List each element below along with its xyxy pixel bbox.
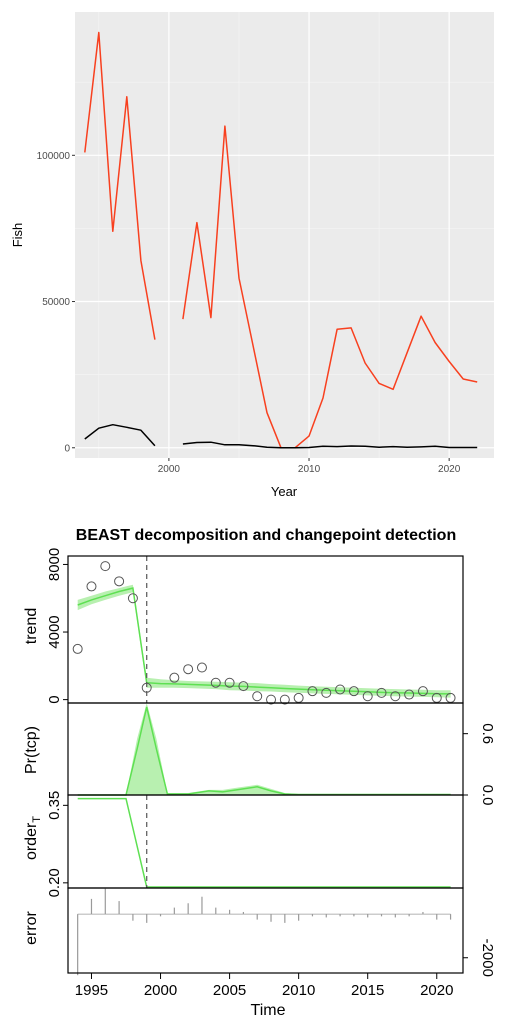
chart2-observation-point bbox=[404, 689, 415, 700]
chart2-observation-point bbox=[335, 684, 346, 695]
chart2-observation-point bbox=[196, 662, 207, 673]
chart1-series-black-line bbox=[182, 441, 478, 449]
chart2-trend-y-tick-label: 0 bbox=[46, 695, 63, 703]
chart2-observation-point bbox=[252, 691, 263, 702]
chart2-panel-trend: 0 4000 8000 trend bbox=[23, 548, 464, 705]
chart1-x-tick-label: 2010 bbox=[298, 464, 321, 475]
chart2-observation-point bbox=[127, 593, 138, 604]
chart2-observation-point bbox=[390, 691, 401, 702]
chart2-tcp-y-tick-label: 0.6 bbox=[479, 723, 496, 744]
chart1-y-tick-label: 100000 bbox=[37, 151, 71, 162]
chart2-order-axis-label: orderT bbox=[23, 816, 43, 860]
chart2-tcp-credible-band bbox=[77, 703, 451, 795]
chart2-x-ticks: 1995 2000 2005 2010 2015 2020 bbox=[75, 973, 453, 999]
chart2-tcp-frame bbox=[67, 702, 464, 796]
chart2-observation-point bbox=[238, 681, 249, 692]
chart2-observation-point bbox=[72, 643, 83, 654]
chart2-order-line bbox=[77, 797, 451, 888]
chart2-order-axis-label-subscript: T bbox=[31, 816, 43, 823]
chart2-trend-y-tick-label: 4000 bbox=[46, 615, 63, 648]
chart1-y-ticks: 0 50000 100000 bbox=[37, 151, 75, 454]
chart2-order-y-tick-label: 0.35 bbox=[46, 791, 63, 820]
chart2-tcp-y-tick-label: 0.0 bbox=[479, 785, 496, 806]
chart2-observation-point bbox=[376, 687, 387, 698]
chart2-panel-error: -2000 error bbox=[23, 887, 496, 977]
chart2-order-axis-label-text: order bbox=[23, 822, 40, 860]
fish-line-chart: 2000 2010 2020 0 50000 100000 Year Fish bbox=[10, 12, 494, 499]
chart1-series-group bbox=[84, 31, 478, 449]
chart2-tcp-line bbox=[77, 706, 451, 796]
chart1-gridlines bbox=[75, 12, 494, 458]
chart2-error-axis-label: error bbox=[23, 910, 40, 944]
chart2-observation-point bbox=[86, 581, 97, 592]
chart2-observation-point bbox=[114, 576, 125, 587]
chart1-series-black-line bbox=[84, 423, 156, 447]
chart2-observation-point bbox=[362, 691, 373, 702]
chart2-error-y-tick-label: -2000 bbox=[479, 939, 496, 977]
chart1-x-tick-label: 2020 bbox=[438, 464, 461, 475]
chart2-trend-frame bbox=[67, 555, 464, 704]
chart2-x-tick-label: 2020 bbox=[420, 982, 453, 999]
chart2-observation-point bbox=[321, 687, 332, 698]
chart1-y-tick-label: 50000 bbox=[42, 297, 70, 308]
chart2-error-frame bbox=[67, 887, 464, 974]
chart2-observation-point bbox=[293, 692, 304, 703]
chart2-observation-point bbox=[307, 686, 318, 697]
chart2-observation-point bbox=[169, 672, 180, 683]
chart2-x-axis-title: Time bbox=[251, 1002, 286, 1019]
chart2-x-tick-label: 2015 bbox=[351, 982, 384, 999]
chart1-x-tick-label: 2000 bbox=[158, 464, 181, 475]
chart1-y-axis-title: Fish bbox=[10, 223, 25, 248]
chart2-observation-point bbox=[183, 664, 194, 675]
chart2-title: BEAST decomposition and changepoint dete… bbox=[76, 527, 456, 544]
chart2-observation-point bbox=[348, 686, 359, 697]
chart2-tcp-axis-label: Pr(tcp) bbox=[23, 726, 40, 774]
chart2-x-tick-label: 2010 bbox=[282, 982, 315, 999]
chart2-x-tick-label: 2000 bbox=[144, 982, 177, 999]
chart2-trend-line bbox=[77, 587, 451, 695]
chart2-observation-point bbox=[224, 677, 235, 688]
chart1-y-tick-label: 0 bbox=[64, 443, 70, 454]
chart2-trend-y-tick-label: 8000 bbox=[46, 548, 63, 581]
chart2-observation-point bbox=[210, 677, 221, 688]
chart2-observation-point bbox=[417, 686, 428, 697]
chart2-x-tick-label: 2005 bbox=[213, 982, 246, 999]
chart2-panels: 040008000trend0.00.6Pr(tcp)0.200.35order… bbox=[23, 548, 496, 977]
chart2-trend-axis-label-text: trend bbox=[23, 608, 40, 644]
chart2-trend-credible-band bbox=[77, 584, 451, 698]
chart2-error-axis-label-text: error bbox=[23, 910, 40, 944]
chart2-tcp-axis-label-text: Pr(tcp) bbox=[23, 726, 40, 774]
chart2-panel-tcp: 0.0 0.6 Pr(tcp) bbox=[23, 702, 496, 806]
beast-decomposition-chart: BEAST decomposition and changepoint dete… bbox=[23, 527, 496, 1019]
chart1-series-red-line bbox=[84, 31, 156, 340]
chart2-observation-point bbox=[100, 561, 111, 572]
chart1-series-red-line bbox=[182, 125, 478, 449]
chart2-observation-point bbox=[266, 694, 277, 705]
chart2-x-tick-label: 1995 bbox=[75, 982, 108, 999]
chart1-panel-background bbox=[75, 12, 494, 458]
chart2-observation-point bbox=[279, 694, 290, 705]
chart2-trend-axis-label: trend bbox=[23, 608, 40, 644]
chart1-x-ticks: 2000 2010 2020 bbox=[158, 458, 461, 475]
chart2-order-frame bbox=[67, 794, 464, 889]
chart1-x-axis-title: Year bbox=[271, 484, 298, 499]
chart2-order-y-tick-label: 0.20 bbox=[46, 868, 63, 897]
